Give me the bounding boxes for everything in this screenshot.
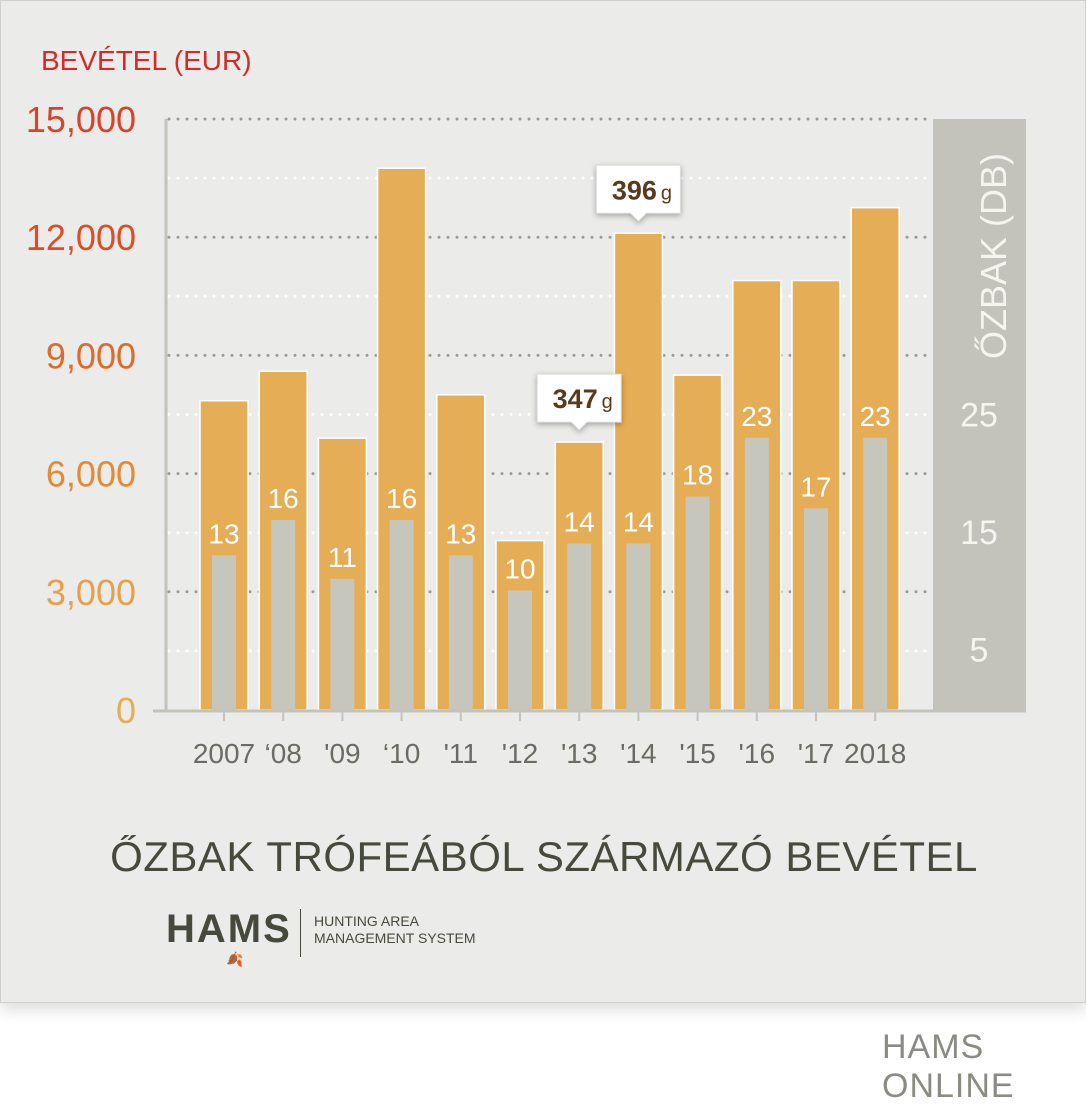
chart: ŐZBAK (DB) 0 3,000 6,000 9,000 12,000 15,000 5… [26,99,1026,769]
count-label: 23 [741,401,772,432]
count-label: 18 [682,460,713,491]
count-bar [626,543,651,710]
count-bar [212,555,236,710]
x-tick-label: '12 [502,738,539,769]
x-tick-label: '17 [798,738,835,769]
count-bar [271,520,296,710]
callout-347: 347 g [536,373,622,431]
oak-leaf-icon: 🍂 [226,951,244,967]
y2-tick-label: 25 [960,396,998,434]
count-bar [330,578,355,710]
logo-line2: MANAGEMENT SYSTEM [314,930,476,946]
x-tick-label: 2007 [193,738,255,769]
callout-box [536,373,622,431]
x-tick-label: '15 [679,738,716,769]
x-tick-label: '14 [620,738,657,769]
x-tick-label: ‘10 [383,738,420,769]
y-tick-label: 0 [116,690,136,731]
callout-unit: g [602,391,613,413]
y2-tick-label: 15 [960,514,998,552]
count-label: 17 [800,471,831,502]
logo-name: HAMS [166,907,292,951]
x-tick-label: ‘08 [265,738,302,769]
right-axis-panel [933,119,1026,711]
callout-box [595,164,681,222]
y-tick-label: 9,000 [46,335,136,376]
footer-watermark: HAMS ONLINE [882,1028,1015,1105]
x-tick-label: '11 [444,738,478,769]
x-tick-label: '16 [739,738,776,769]
chart-card: BEVÉTEL (EUR) ŐZBAK (DB) 0 3,000 6,000 9,00… [0,0,1086,1003]
count-bar [508,590,532,710]
count-label: 14 [564,507,595,538]
callout-unit: g [661,182,672,204]
count-label: 16 [386,483,417,514]
x-tick-label: 2018 [844,738,906,769]
count-label: 23 [860,401,891,432]
count-bar [804,508,828,710]
count-bar [567,543,592,710]
count-label: 14 [623,507,654,538]
hams-logo: HAMS 🍂 HUNTING AREA MANAGEMENT SYSTEM [166,907,476,967]
y-axis-label: BEVÉTEL (EUR) [41,45,252,76]
y-tick-label: 3,000 [46,572,136,613]
y-tick-label: 15,000 [26,99,136,140]
x-tick-label: '09 [324,738,361,769]
count-bar [685,496,710,710]
x-tick-label: '13 [561,738,598,769]
callout-396: 396 g [595,164,681,222]
count-bar [863,437,888,710]
y2-axis-label: ŐZBAK (DB) [973,153,1014,359]
count-bar [744,437,769,710]
count-label: 13 [208,518,239,549]
count-bar [448,555,473,710]
count-label: 13 [445,518,476,549]
y-tick-label: 12,000 [26,217,136,258]
count-label: 11 [328,542,357,573]
y-tick-label: 6,000 [46,454,136,495]
y2-tick-label: 5 [970,631,989,669]
callout-value: 347 [553,384,598,414]
count-label: 16 [268,483,299,514]
count-bar [389,520,414,710]
callout-value: 396 [612,175,657,205]
count-label: 10 [504,554,535,585]
logo-line1: HUNTING AREA [314,913,420,929]
chart-title: ŐZBAK TRÓFEÁBÓL SZÁRMAZÓ BEVÉTEL [110,833,978,880]
